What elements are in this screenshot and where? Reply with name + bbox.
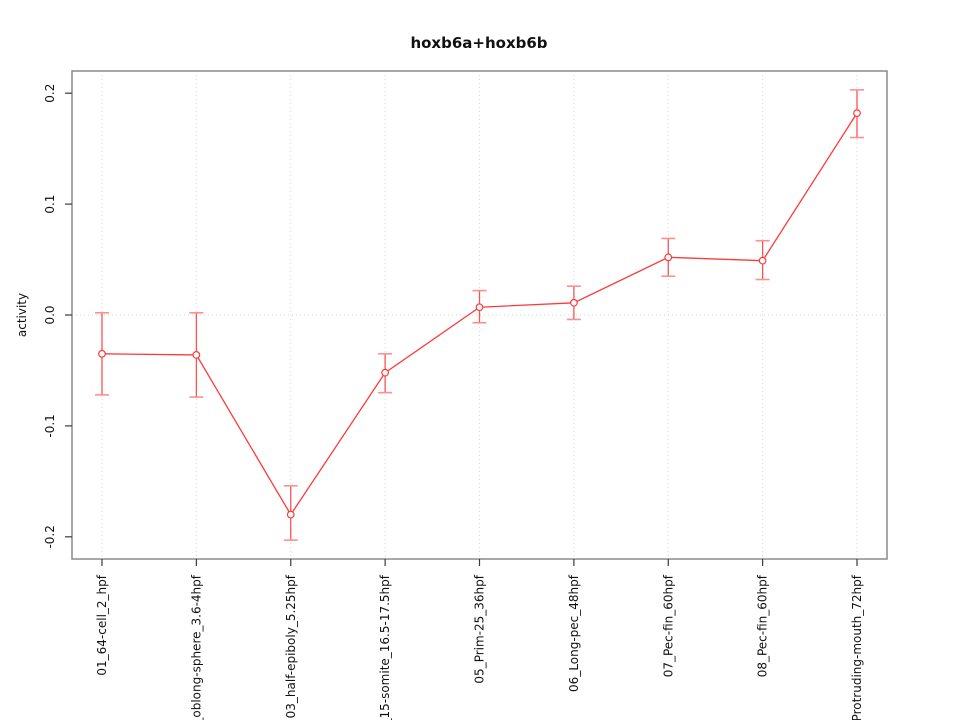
- data-point-marker: [381, 368, 390, 377]
- chart-title: hoxb6a+hoxb6b: [410, 34, 547, 52]
- y-tick-label: -0.1: [43, 414, 57, 437]
- data-point-marker: [192, 351, 201, 359]
- y-tick-label: 0.0: [43, 305, 57, 324]
- x-tick-label: 08_Pec-fin_60hpf: [756, 574, 770, 677]
- y-axis-title: activity: [15, 293, 29, 337]
- data-point-marker: [569, 298, 578, 307]
- data-point-marker: [98, 349, 106, 358]
- y-tick-label: 0.1: [43, 195, 57, 214]
- data-point-marker: [853, 109, 861, 118]
- data-point-marker: [286, 510, 295, 519]
- data-series: [95, 89, 864, 541]
- x-tick-label: 04_15-somite_16.5-17.5hpf: [378, 574, 392, 720]
- x-axis: 01_64-cell_2_hpf 02_oblong-sphere_3.6-4hp…: [95, 559, 864, 720]
- x-tick-label: 07_Pec-fin_60hpf: [661, 574, 675, 677]
- x-tick-label: 03_half-epiboly_5.25hpf: [284, 574, 298, 718]
- x-tick-label: 06_Long-pec_48hpf: [567, 574, 581, 692]
- x-tick-label: 02_oblong-sphere_3.6-4hpf: [189, 574, 203, 720]
- data-point-marker: [664, 253, 673, 262]
- data-point-marker: [758, 256, 767, 265]
- y-tick-label: -0.2: [43, 525, 57, 548]
- data-point-marker: [475, 303, 484, 312]
- x-tick-label: 09_Protruding-mouth_72hpf: [850, 574, 864, 720]
- y-axis: -0.2 -0.1 0.0 0.1 0.2: [43, 84, 72, 549]
- x-tick-label: 01_64-cell_2_hpf: [95, 574, 109, 675]
- y-tick-label: 0.2: [43, 84, 57, 103]
- x-tick-label: 05_Prim-25_36hpf: [473, 574, 487, 683]
